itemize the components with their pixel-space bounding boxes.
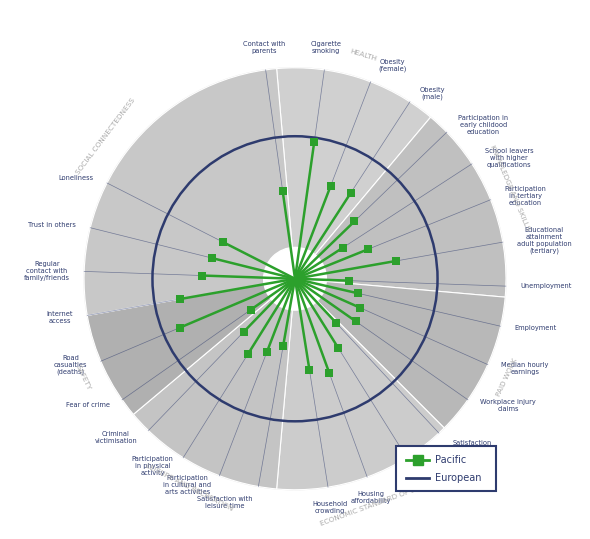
Text: Satisfaction with
leisure time: Satisfaction with leisure time — [197, 496, 253, 509]
FancyBboxPatch shape — [396, 446, 496, 491]
Wedge shape — [84, 68, 295, 315]
Text: Fear of crime: Fear of crime — [65, 403, 110, 409]
Text: Unemployment: Unemployment — [520, 284, 572, 289]
Text: Participation
in tertiary
education: Participation in tertiary education — [504, 186, 546, 206]
Text: HEALTH: HEALTH — [349, 49, 378, 62]
Text: ECONOMIC STANDARD OF LIVING: ECONOMIC STANDARD OF LIVING — [319, 480, 435, 527]
Text: Employment: Employment — [514, 326, 557, 331]
Text: Criminal
victimisation: Criminal victimisation — [94, 431, 137, 444]
Text: Loneliness: Loneliness — [59, 176, 94, 182]
Text: Trust in others: Trust in others — [28, 222, 76, 229]
Text: SOCIAL CONNECTEDNESS: SOCIAL CONNECTEDNESS — [76, 97, 137, 176]
Text: KNOWLEDGE AND SKILLS: KNOWLEDGE AND SKILLS — [490, 144, 531, 231]
Text: Regular
contact with
family/friends: Regular contact with family/friends — [24, 261, 70, 281]
Text: Obesity
(male): Obesity (male) — [419, 87, 445, 100]
Text: School leavers
with higher
qualifications: School leavers with higher qualification… — [484, 148, 533, 168]
Text: PAID WORK: PAID WORK — [496, 357, 519, 398]
Wedge shape — [133, 279, 295, 489]
Text: European: European — [435, 473, 481, 483]
Text: Road
casualties
(deaths): Road casualties (deaths) — [54, 355, 87, 375]
Text: Internet
access: Internet access — [47, 310, 73, 323]
Text: Contact with
parents: Contact with parents — [243, 42, 286, 54]
Circle shape — [84, 68, 506, 490]
Text: Participation
in cultural and
arts activities: Participation in cultural and arts activ… — [163, 475, 212, 495]
Text: Pacific: Pacific — [435, 455, 466, 465]
Text: Participation
in physical
activity: Participation in physical activity — [132, 456, 173, 476]
Wedge shape — [295, 279, 505, 428]
Text: Participation in
early childood
education: Participation in early childood educatio… — [458, 115, 509, 135]
Wedge shape — [87, 279, 295, 414]
Text: Housing
affordability: Housing affordability — [350, 490, 391, 503]
Text: Obesity
(female): Obesity (female) — [378, 59, 407, 72]
Text: Population
with low
incomes: Population with low incomes — [395, 471, 430, 490]
Circle shape — [264, 247, 326, 310]
Wedge shape — [277, 68, 431, 279]
Text: LEISURE AND RECREATION: LEISURE AND RECREATION — [144, 462, 234, 512]
Wedge shape — [295, 117, 506, 297]
Text: Satisfaction
with work-life
balance: Satisfaction with work-life balance — [450, 440, 495, 460]
Text: Household
crowding: Household crowding — [312, 501, 347, 514]
Text: Median hourly
earnings: Median hourly earnings — [501, 362, 549, 375]
Text: Workplace injury
claims: Workplace injury claims — [480, 399, 536, 412]
Text: Cigarette
smoking: Cigarette smoking — [310, 42, 341, 54]
Text: SAFETY: SAFETY — [75, 364, 91, 391]
Text: Educational
attainment
adult population
(tertiary): Educational attainment adult population … — [517, 226, 572, 254]
Wedge shape — [277, 279, 444, 490]
